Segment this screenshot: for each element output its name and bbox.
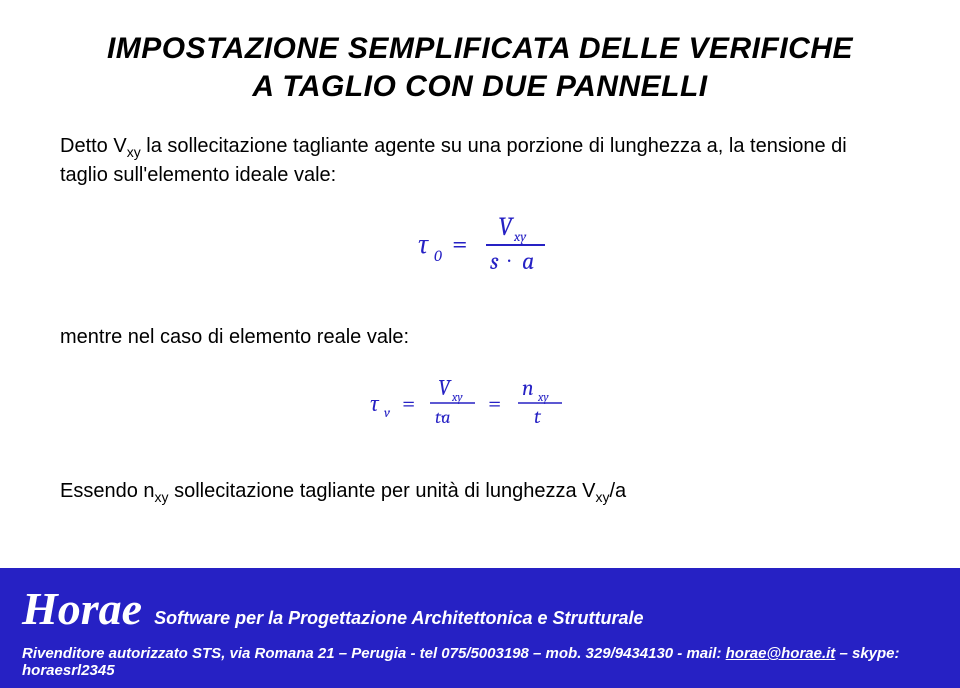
f1-eq: = [452, 228, 468, 260]
footer-brand: Horae [22, 582, 142, 635]
footer: Horae Software per la Progettazione Arch… [0, 568, 960, 688]
footer-mail: horae@horae.it [726, 645, 836, 662]
f1-den-a: a [522, 247, 534, 275]
f1-den-s: s [490, 247, 499, 275]
title-line-1: IMPOSTAZIONE SEMPLIFICATA DELLE VERIFICH… [107, 32, 853, 65]
para1-b: la sollecitazione tagliante agente su un… [60, 135, 847, 186]
f2-f2-num-n: n [522, 375, 534, 401]
f1-sub0: 0 [434, 247, 442, 265]
f2-sub-v: v [384, 404, 391, 421]
footer-tagline: Software per la Progettazione Architetto… [154, 608, 643, 629]
para3-sub2: xy [595, 489, 609, 505]
f1-tau: τ [418, 228, 429, 260]
f2-f2-num-xy: xy [537, 390, 549, 404]
f2-f1-num-v: V [438, 375, 452, 401]
f2-eq2: = [488, 389, 501, 417]
footer-line-2: Rivenditore autorizzato STS, via Romana … [22, 645, 938, 679]
f2-tau: τ [370, 389, 380, 417]
f2-f2-den-t: t [534, 405, 542, 428]
page-title: IMPOSTAZIONE SEMPLIFICATA DELLE VERIFICH… [60, 30, 900, 105]
footer-line-1: Horae Software per la Progettazione Arch… [22, 582, 938, 635]
paragraph-2: mentre nel caso di elemento reale vale: [60, 324, 900, 351]
f1-den-dot: · [508, 247, 511, 273]
formula-1: τ 0 = V xy s · a [60, 209, 900, 284]
para1-sub: xy [127, 144, 141, 160]
para3-c: /a [609, 480, 626, 502]
paragraph-1: Detto Vxy la sollecitazione tagliante ag… [60, 133, 900, 189]
para1-a: Detto V [60, 135, 127, 157]
para3-b: sollecitazione tagliante per unità di lu… [169, 480, 596, 502]
f2-f1-num-xy: xy [451, 390, 463, 404]
f2-eq1: = [402, 389, 415, 417]
f1-num-xy: xy [513, 228, 527, 245]
f1-num-v: V [498, 212, 515, 242]
paragraph-3: Essendo nxy sollecitazione tagliante per… [60, 478, 900, 507]
para3-a: Essendo n [60, 480, 155, 502]
f2-f1-den: t·a [435, 407, 450, 428]
title-line-2: A TAGLIO CON DUE PANNELLI [252, 70, 707, 103]
footer-address: Rivenditore autorizzato STS, via Romana … [22, 645, 726, 662]
formula-2: τ v = V xy t·a = n xy t [60, 371, 900, 438]
para3-sub1: xy [155, 489, 169, 505]
